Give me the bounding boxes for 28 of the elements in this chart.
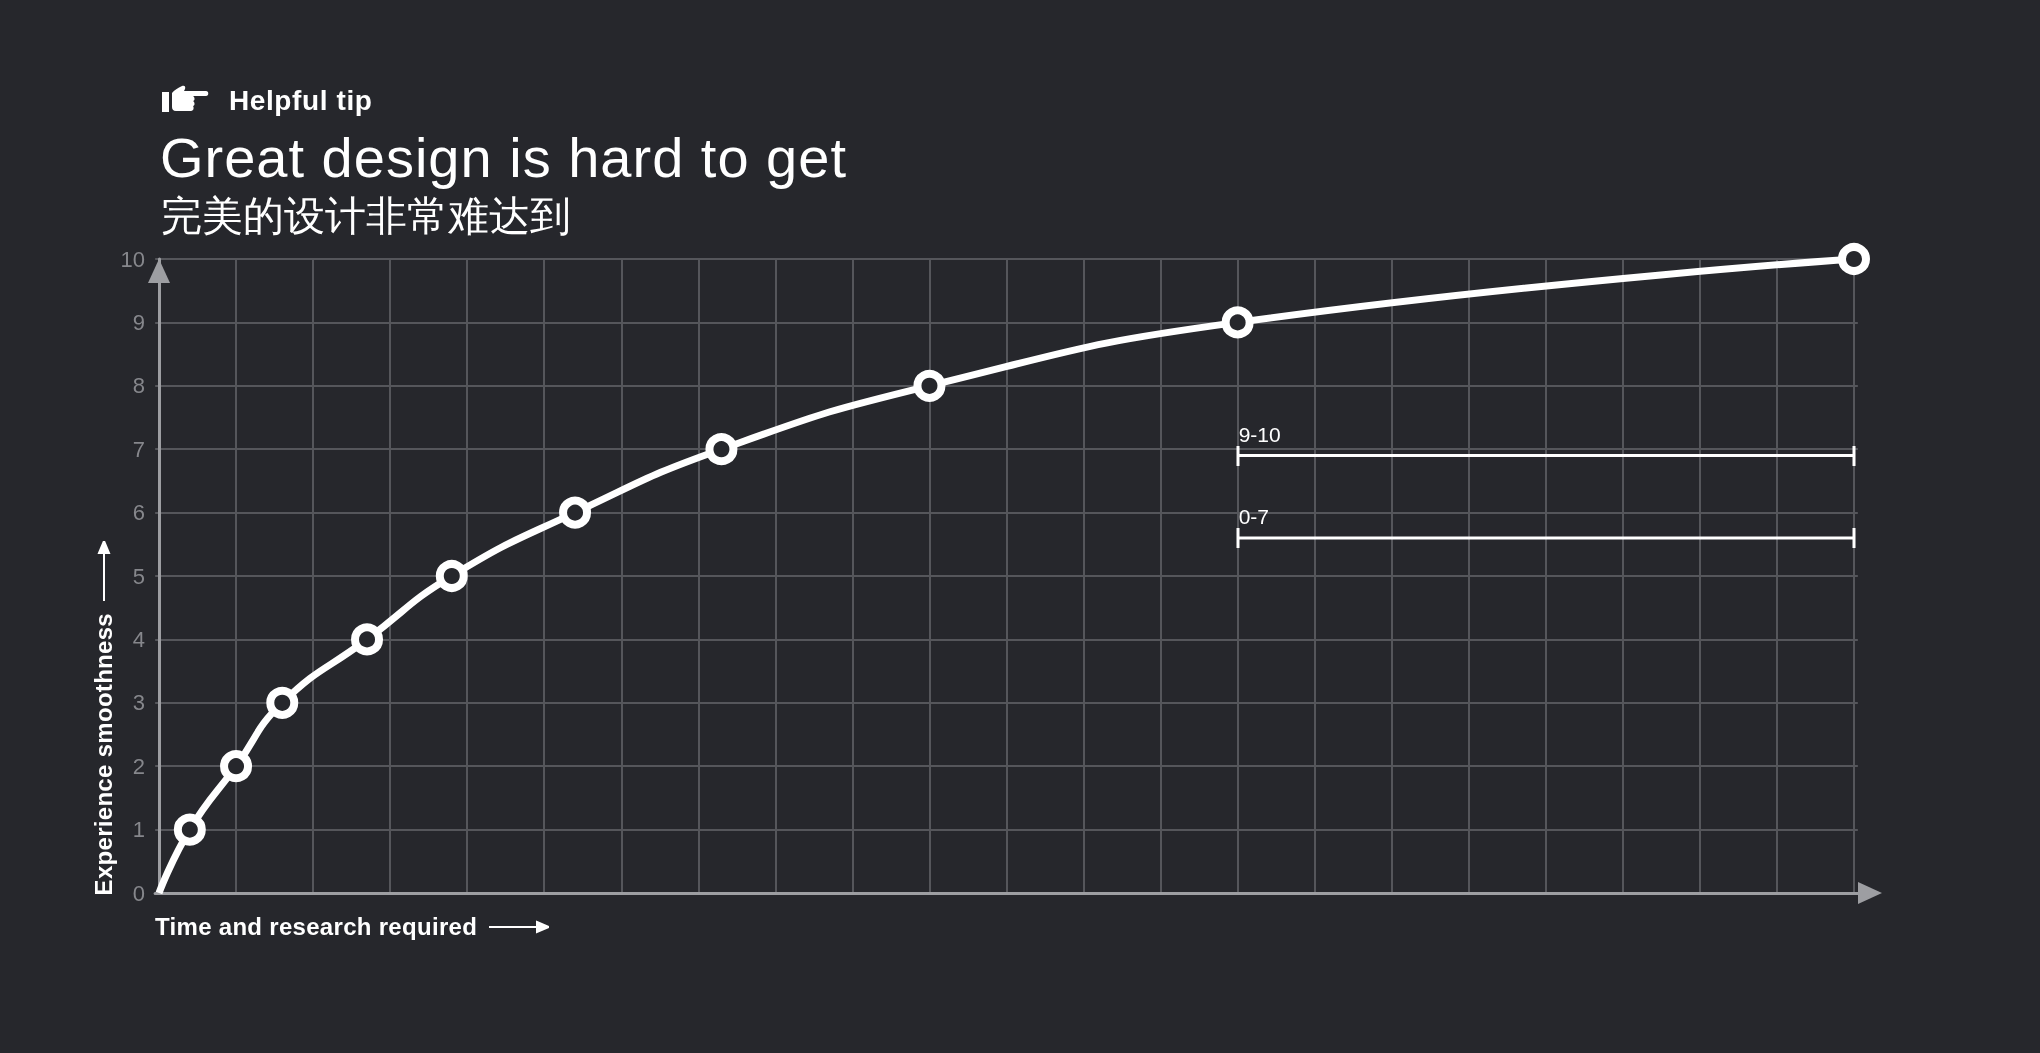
point [913, 369, 946, 402]
point [1221, 306, 1254, 339]
y-tick-label: 5 [132, 563, 145, 589]
y-tick-label: 3 [132, 690, 145, 716]
chart-subtitle: 完美的设计非常难达到 [161, 193, 571, 239]
chart-title: Great design is hard to get [160, 126, 847, 189]
point [266, 686, 299, 719]
y-tick-label: 6 [132, 500, 145, 526]
y-tick-label: 0 [132, 880, 145, 906]
y-tick-label: 4 [132, 626, 145, 652]
text: Helpful tip [229, 85, 373, 116]
point [173, 813, 206, 846]
point [435, 560, 468, 592]
point [351, 623, 384, 656]
y-tick-label: 8 [132, 373, 145, 399]
y-tick-label: 10 [120, 246, 145, 272]
y-axis-title: Experience smoothness [90, 612, 117, 895]
y-tick-label: 9 [132, 309, 145, 335]
x-axis-title: Time and research required [155, 913, 478, 940]
point [559, 496, 592, 529]
series-label: 9-10 [1238, 422, 1281, 446]
point [1838, 243, 1870, 275]
y-tick-label: 2 [132, 753, 145, 779]
y-tick-label: 7 [132, 436, 145, 462]
point [705, 433, 738, 466]
y-tick-label: 1 [132, 817, 145, 843]
point [220, 750, 253, 783]
series-label: 0-7 [1238, 504, 1269, 528]
